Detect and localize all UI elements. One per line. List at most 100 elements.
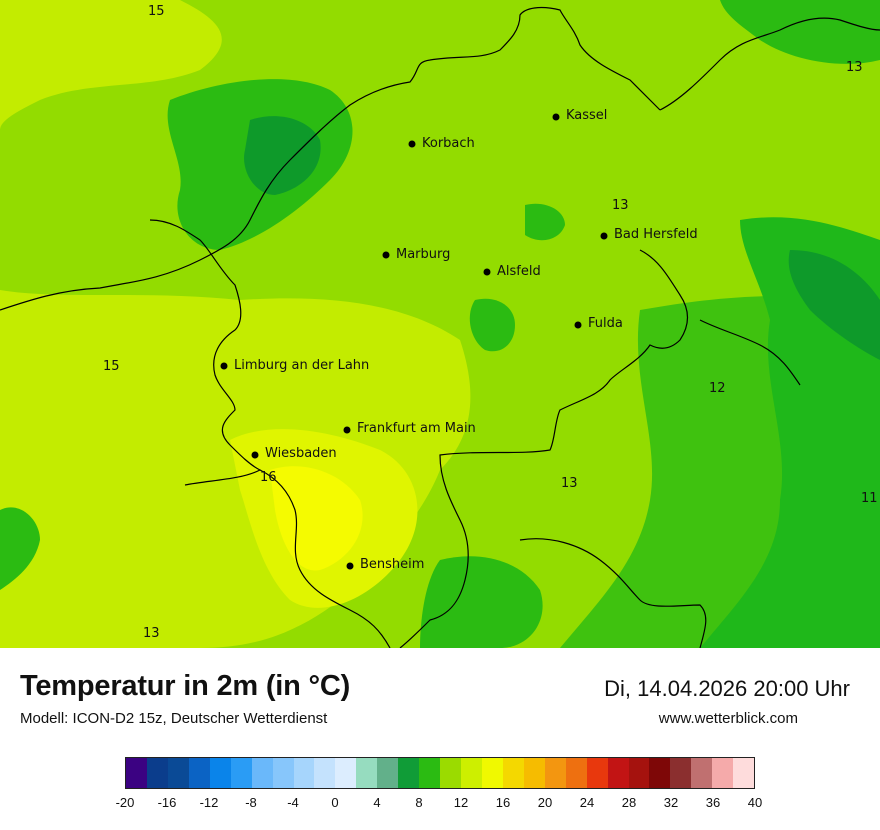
legend-swatch: [188, 758, 210, 788]
legend-swatch: [691, 758, 713, 788]
city-bensheim[interactable]: Bensheim: [346, 557, 425, 572]
legend-swatch: [461, 758, 482, 788]
city-label: Bad Hersfeld: [614, 227, 698, 242]
legend-swatch: [565, 758, 587, 788]
legend-swatch: [440, 758, 461, 788]
map-footer: Temperatur in 2m (in °C) Modell: ICON-D2…: [0, 648, 880, 830]
legend-swatch: [419, 758, 441, 788]
legend-swatch: [230, 758, 252, 788]
city-bad-hersfeld[interactable]: Bad Hersfeld: [600, 227, 698, 242]
legend-tick: -8: [245, 795, 257, 810]
city-marker: [343, 426, 351, 434]
legend-tick: 12: [453, 795, 469, 810]
legend-tick: 36: [705, 795, 721, 810]
city-alsfeld[interactable]: Alsfeld: [483, 264, 541, 279]
city-label: Korbach: [422, 136, 475, 151]
temperature-map[interactable]: 15 13 13 15 12 16 13 11 13 Kassel Korbac…: [0, 0, 880, 648]
legend-swatch: [251, 758, 273, 788]
city-label: Fulda: [588, 316, 623, 331]
isotherm-label: 11: [861, 491, 878, 506]
city-marker: [600, 232, 608, 240]
legend-swatch: [628, 758, 650, 788]
website-link[interactable]: www.wetterblick.com: [658, 710, 798, 727]
legend-swatch: [670, 758, 692, 788]
city-marker: [382, 251, 390, 259]
temperature-zone-dark-n: [244, 116, 321, 195]
legend-swatch: [272, 758, 294, 788]
state-border-east: [659, 17, 880, 111]
legend-swatch: [733, 758, 755, 788]
legend-tick: -4: [287, 795, 299, 810]
city-label: Limburg an der Lahn: [234, 358, 369, 373]
city-fulda[interactable]: Fulda: [574, 316, 623, 331]
state-border-rhine: [259, 469, 391, 648]
city-limburg-an-der-lahn[interactable]: Limburg an der Lahn: [220, 358, 370, 373]
city-label: Kassel: [566, 108, 607, 123]
city-label: Bensheim: [360, 557, 424, 572]
legend-swatch: [586, 758, 608, 788]
legend-tick: 40: [747, 795, 763, 810]
city-korbach[interactable]: Korbach: [408, 136, 475, 151]
legend-swatch: [523, 758, 545, 788]
legend-tick: -12: [199, 795, 219, 810]
legend-tick-labels: -20 -16 -12 -8 -4 0 4 8 12 16 20 24 28 32 36 40: [116, 795, 763, 811]
isotherm-label: 13: [846, 60, 863, 75]
legend-swatch: [209, 758, 231, 788]
legend-swatch: [126, 758, 147, 788]
city-marburg[interactable]: Marburg: [382, 247, 451, 262]
legend-swatch: [398, 758, 420, 788]
city-label: Wiesbaden: [265, 446, 337, 461]
state-border-south: [519, 538, 707, 648]
legend-swatch: [356, 758, 378, 788]
city-marker: [574, 321, 582, 329]
city-marker: [251, 451, 259, 459]
isotherm-label: 13: [143, 626, 160, 641]
legend-tick: 4: [373, 795, 381, 810]
color-legend: -20 -16 -12 -8 -4 0 4 8 12 16 20 24 28 32 36 40: [116, 757, 762, 810]
city-kassel[interactable]: Kassel: [552, 108, 608, 123]
legend-tick: -16: [157, 795, 177, 810]
city-marker: [483, 268, 491, 276]
legend-tick: 28: [621, 795, 637, 810]
isotherm-label: 13: [561, 476, 578, 491]
city-marker: [346, 562, 354, 570]
legend-swatch: [502, 758, 524, 788]
forecast-datetime: Di, 14.04.2026 20:00 Uhr: [604, 676, 850, 701]
temperature-zone-14-nw: [0, 0, 222, 130]
city-wiesbaden[interactable]: Wiesbaden: [251, 446, 337, 461]
legend-tick: 16: [495, 795, 511, 810]
legend-color-bar: [125, 757, 755, 789]
legend-tick: 8: [415, 795, 423, 810]
temperature-zone-11-c: [469, 298, 515, 352]
state-border: [0, 6, 661, 311]
legend-swatch: [293, 758, 315, 788]
isotherm-label: 16: [260, 470, 277, 485]
isotherm-label: 15: [103, 359, 120, 374]
isotherm-label: 12: [709, 381, 726, 396]
city-label: Frankfurt am Main: [357, 421, 476, 436]
legend-swatch: [649, 758, 671, 788]
state-border-west: [149, 219, 262, 486]
legend-swatch: [712, 758, 734, 788]
legend-tick: 24: [579, 795, 595, 810]
city-marker: [552, 113, 560, 121]
temperature-zone-11-sw: [0, 507, 40, 590]
legend-swatch: [481, 758, 503, 788]
legend-tick: 32: [663, 795, 679, 810]
legend-tick: -20: [115, 795, 135, 810]
state-border-southeast: [399, 249, 689, 648]
legend-swatch: [167, 758, 189, 788]
city-label: Marburg: [396, 247, 450, 262]
temperature-zone-11-ce: [525, 203, 565, 241]
isotherm-label: 15: [148, 4, 165, 19]
legend-swatch: [146, 758, 168, 788]
state-border-se2: [699, 319, 801, 386]
city-label: Alsfeld: [497, 264, 541, 279]
legend-swatch: [544, 758, 566, 788]
legend-tick: 0: [331, 795, 339, 810]
city-frankfurt-am-main[interactable]: Frankfurt am Main: [343, 421, 476, 436]
temperature-zone-11-s: [420, 556, 543, 648]
isotherm-label: 13: [612, 198, 629, 213]
legend-swatch: [314, 758, 336, 788]
city-marker: [408, 140, 416, 148]
